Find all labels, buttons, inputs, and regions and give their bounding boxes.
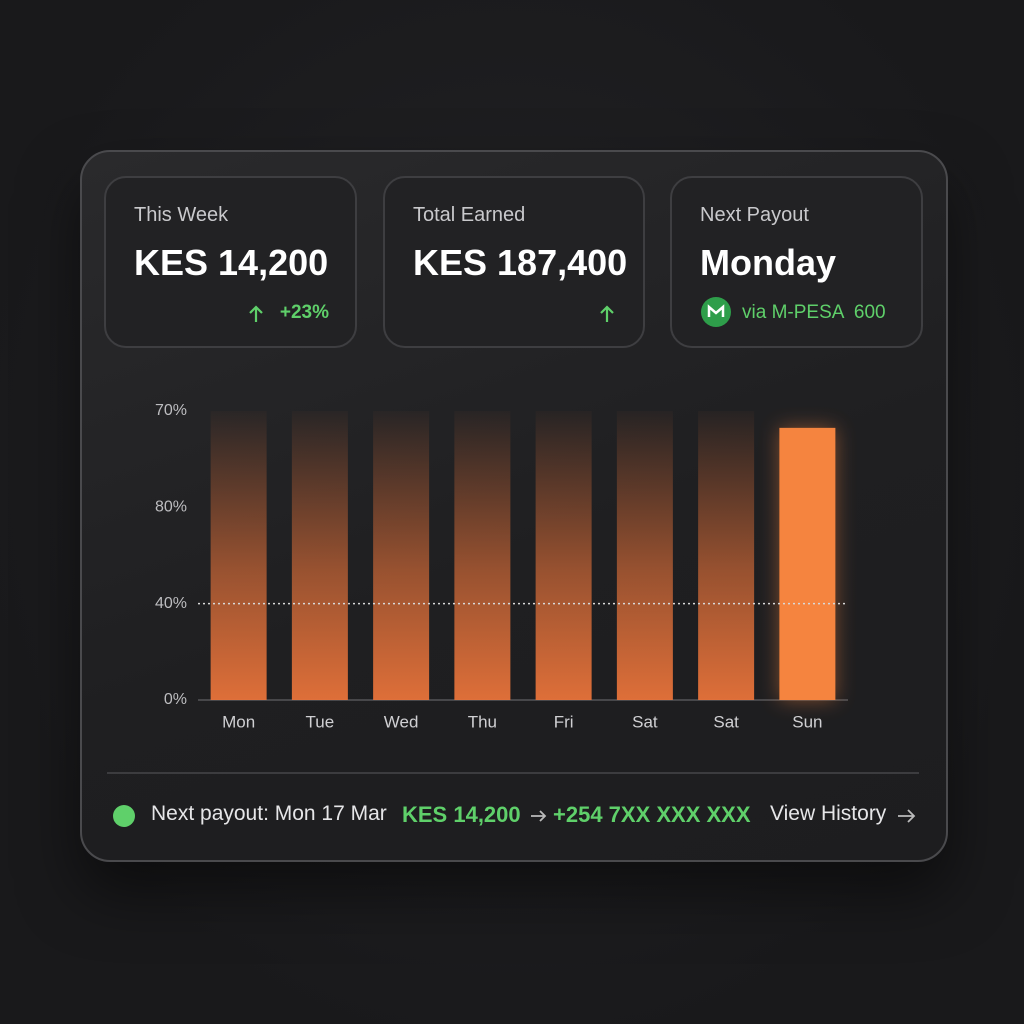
x-tick-label: Sat (632, 712, 658, 731)
x-tick-label: Sat (713, 712, 739, 731)
payout-method: via M-PESA 600 (742, 302, 886, 323)
x-tick-label: Wed (384, 712, 419, 731)
payout-amount: KES 14,200 (402, 802, 521, 827)
arrow-right-icon (898, 809, 916, 823)
x-tick-label: Fri (554, 712, 574, 731)
stat-card: Total Earned KES 187,400 (383, 176, 645, 348)
card-value: KES 14,200 (134, 242, 329, 283)
card-label: Total Earned (413, 204, 526, 226)
view-history-link[interactable]: View History (770, 802, 887, 825)
next-payout-text: Next payout: Mon 17 Mar (151, 802, 387, 825)
bar (373, 411, 430, 700)
arrow-right-icon (531, 810, 547, 822)
stat-card: Next Payout Monday via M-PESA 600 (670, 176, 923, 348)
arrow-up-icon (249, 305, 263, 322)
y-tick-label: 40% (155, 595, 187, 612)
card-value: KES 187,400 (413, 242, 628, 283)
bar (779, 427, 836, 700)
stat-card: This Week KES 14,200 +23% (104, 176, 357, 348)
y-tick-label: 70% (155, 402, 187, 419)
mpesa-logo (701, 297, 731, 327)
bar (616, 411, 673, 700)
bar (698, 411, 755, 700)
bar (535, 411, 592, 700)
x-tick-label: Tue (306, 712, 335, 731)
card-label: Next Payout (700, 204, 809, 226)
card-change: +23% (279, 302, 329, 323)
bar (454, 411, 511, 700)
x-tick-label: Sun (792, 712, 822, 731)
x-tick-label: Mon (222, 712, 255, 731)
status-dot (113, 805, 135, 827)
y-tick-label: 80% (155, 499, 187, 516)
bar (291, 411, 348, 700)
card-value: Monday (700, 242, 837, 283)
y-tick-label: 0% (164, 691, 187, 708)
payout-phone: +254 7XX XXX XXX (553, 802, 751, 827)
bar (210, 411, 267, 700)
arrow-up-icon (600, 305, 614, 322)
card-label: This Week (134, 204, 229, 226)
x-tick-label: Thu (468, 712, 497, 731)
